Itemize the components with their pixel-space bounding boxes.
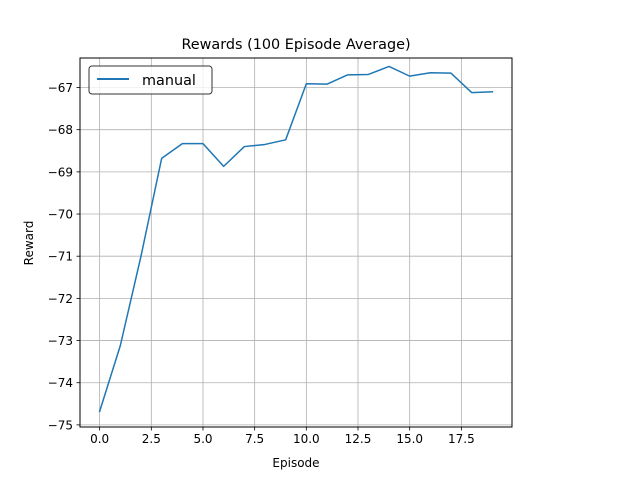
x-tick-label: 12.5 xyxy=(345,432,372,446)
y-tick-label: −71 xyxy=(48,250,73,264)
y-axis-label: Reward xyxy=(22,221,36,266)
x-tick-label: 17.5 xyxy=(448,432,475,446)
x-tick-label: 7.5 xyxy=(245,432,264,446)
y-tick-label: −68 xyxy=(48,123,73,137)
y-tick-label: −73 xyxy=(48,334,73,348)
y-tick-label: −67 xyxy=(48,81,73,95)
legend-label-manual: manual xyxy=(142,73,196,89)
y-tick-label: −74 xyxy=(48,376,73,390)
x-tick-label: 5.0 xyxy=(193,432,212,446)
y-tick-label: −70 xyxy=(48,208,73,222)
x-tick-label: 15.0 xyxy=(396,432,423,446)
y-tick-label: −75 xyxy=(48,418,73,432)
x-tick-label: 2.5 xyxy=(142,432,161,446)
x-tick-label: 0.0 xyxy=(90,432,109,446)
legend: manual xyxy=(89,66,212,94)
chart-title: Rewards (100 Episode Average) xyxy=(181,37,410,53)
x-tick-label: 10.0 xyxy=(293,432,320,446)
y-tick-label: −69 xyxy=(48,165,73,179)
x-axis-label: Episode xyxy=(272,456,319,470)
y-tick-label: −72 xyxy=(48,292,73,306)
